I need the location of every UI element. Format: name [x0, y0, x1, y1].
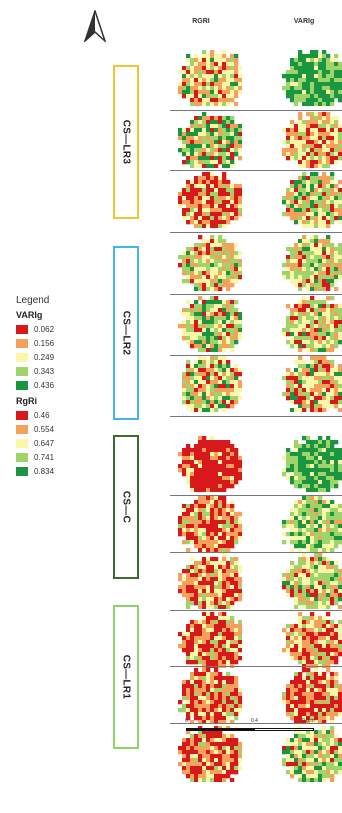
map-panel-varig [282, 553, 342, 609]
group-box-cs-lr3: CS—LR3 [113, 65, 139, 219]
group-label-cs-lr1: CS—LR1 [120, 654, 132, 700]
column-header-rgri: RGRI [192, 18, 210, 25]
map-panel-rgri [178, 235, 242, 291]
legend-value: 0.436 [34, 380, 55, 390]
map-panel-rgri [178, 612, 242, 668]
row-separator [170, 294, 342, 295]
legend-item: 0.554 [16, 422, 96, 436]
column-header-varig: VARIg [293, 18, 315, 25]
map-panel-varig [282, 496, 342, 552]
legend-value: 0.554 [34, 424, 55, 434]
scale-label-mid: 0.4 [251, 718, 258, 724]
group-box-cs-lr2: CS—LR2 [113, 246, 139, 420]
legend-varig-list: 0.062 0.156 0.249 0.343 0.436 [16, 322, 96, 392]
row-separator [170, 495, 342, 496]
group-box-cs-lr1: CS—LR1 [113, 605, 139, 749]
map-panel-rgri [178, 112, 242, 168]
row-separator [170, 552, 342, 553]
legend-value: 0.834 [34, 466, 55, 476]
legend-value: 0.647 [34, 438, 55, 448]
row-separator [170, 610, 342, 611]
legend-swatch [16, 338, 28, 348]
map-panel-rgri [178, 436, 242, 492]
map-panel-varig [282, 50, 342, 106]
scale-bar-black [186, 728, 254, 731]
row-separator [170, 355, 342, 356]
map-panel-varig [282, 612, 342, 668]
scale-label-end: 0.8 m [302, 718, 315, 724]
map-panel-rgri [178, 726, 242, 782]
legend-item: 0.436 [16, 378, 96, 392]
group-label-cs-c: CS—C [120, 490, 132, 524]
legend-swatch [16, 438, 28, 448]
row-separator [170, 666, 342, 667]
map-panel-varig [282, 436, 342, 492]
legend-item: 0.46 [16, 408, 96, 422]
legend-item: 0.062 [16, 322, 96, 336]
legend-varig-title: VARIg [16, 310, 43, 320]
legend-swatch [16, 380, 28, 390]
legend-value: 0.249 [34, 352, 55, 362]
map-panel-varig [282, 356, 342, 412]
legend-value: 0.46 [34, 410, 50, 420]
row-separator [170, 110, 342, 111]
legend: Legend VARIg 0.062 0.156 0.249 0.343 0.4… [16, 295, 96, 478]
scale-label-0: 0 [185, 718, 188, 724]
legend-item: 0.741 [16, 450, 96, 464]
map-panel-varig [282, 726, 342, 782]
legend-swatch [16, 366, 28, 376]
map-panel-varig [282, 172, 342, 228]
legend-rgri-list: 0.46 0.554 0.647 0.741 0.834 [16, 408, 96, 478]
legend-swatch [16, 410, 28, 420]
map-panel-varig [282, 235, 342, 291]
legend-swatch [16, 352, 28, 362]
legend-value: 0.062 [34, 324, 55, 334]
row-separator [170, 416, 342, 417]
map-panel-rgri [178, 496, 242, 552]
legend-swatch [16, 424, 28, 434]
legend-value: 0.343 [34, 366, 55, 376]
row-separator [170, 170, 342, 171]
legend-title: Legend [16, 295, 50, 306]
map-panel-varig [282, 296, 342, 352]
group-label-cs-lr3: CS—LR3 [120, 119, 132, 165]
map-panel-varig [282, 668, 342, 724]
legend-item: 0.156 [16, 336, 96, 350]
legend-swatch [16, 466, 28, 476]
map-panel-rgri [182, 356, 242, 412]
legend-item: 0.343 [16, 364, 96, 378]
legend-item: 0.647 [16, 436, 96, 450]
group-label-cs-lr2: CS—LR2 [120, 310, 132, 356]
row-separator [170, 232, 342, 233]
legend-value: 0.741 [34, 452, 55, 462]
map-panel-varig [282, 112, 342, 168]
legend-value: 0.156 [34, 338, 55, 348]
scale-bar-white [254, 728, 314, 731]
map-panel-rgri [178, 296, 242, 352]
legend-swatch [16, 452, 28, 462]
north-arrow-icon [84, 10, 106, 42]
legend-rgri-title: RgRi [16, 396, 37, 406]
group-box-cs-c: CS—C [113, 435, 139, 579]
legend-item: 0.249 [16, 350, 96, 364]
map-panel-rgri [178, 172, 242, 228]
legend-item: 0.834 [16, 464, 96, 478]
map-panel-rgri [178, 668, 242, 724]
row-separator [170, 723, 342, 724]
map-panel-rgri [178, 553, 242, 609]
legend-swatch [16, 324, 28, 334]
map-panel-rgri [178, 50, 242, 106]
